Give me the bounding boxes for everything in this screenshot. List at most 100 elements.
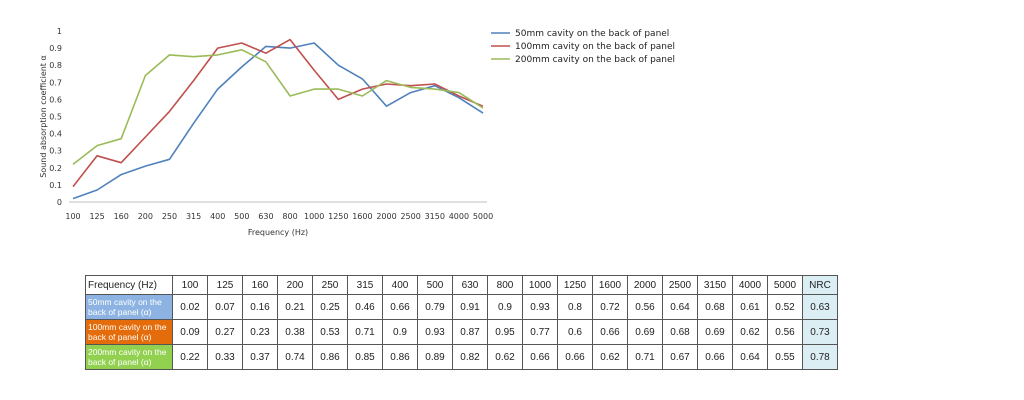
header-frequency: 2500 [662, 275, 698, 295]
row-label: 50mm cavity on the back of panel (α) [85, 294, 173, 320]
nrc-cell: 0.63 [802, 294, 838, 320]
header-frequency: 2000 [627, 275, 663, 295]
row-label: 200mm cavity on the back of panel (α) [85, 344, 173, 370]
table-cell: 0.16 [242, 294, 278, 320]
table-cell: 0.69 [627, 319, 663, 345]
x-tick-label: 250 [162, 212, 177, 221]
table-cell: 0.64 [662, 294, 698, 320]
table-cell: 0.89 [417, 344, 453, 370]
series-lines [72, 38, 484, 200]
table-row: 50mm cavity on the back of panel (α) 0.02… [85, 294, 838, 320]
header-frequency: 4000 [732, 275, 768, 295]
y-tick-label: 0.5 [49, 113, 62, 122]
x-tick-label: 1000 [304, 212, 324, 221]
x-tick-label: 125 [89, 212, 104, 221]
table-cell: 0.22 [172, 344, 208, 370]
y-tick-label: 0 [57, 198, 62, 207]
table-cell: 0.07 [207, 294, 243, 320]
header-frequency: 3150 [697, 275, 733, 295]
table-cell: 0.53 [312, 319, 348, 345]
table-cell: 0.25 [312, 294, 348, 320]
y-tick-label: 0.3 [49, 147, 62, 156]
header-frequency: 5000 [767, 275, 803, 295]
y-tick-label: 0.6 [49, 95, 62, 104]
table-cell: 0.71 [627, 344, 663, 370]
x-tick-label: 2000 [376, 212, 396, 221]
table-cell: 0.86 [312, 344, 348, 370]
y-tick-label: 0.8 [49, 61, 62, 70]
table-cell: 0.95 [487, 319, 523, 345]
table-cell: 0.77 [522, 319, 558, 345]
nrc-cell: 0.78 [802, 344, 838, 370]
table-cell: 0.66 [557, 344, 593, 370]
header-frequency: 200 [277, 275, 313, 295]
x-tick-label: 800 [282, 212, 297, 221]
x-axis-title: Frequency (Hz) [248, 228, 308, 237]
table-cell: 0.38 [277, 319, 313, 345]
x-axis-ticks: 100 125 160 200 250 315 400 500 630 800 1000 1250 16… [65, 212, 493, 221]
legend-label: 200mm cavity on the back of panel [515, 55, 675, 65]
table-cell: 0.72 [592, 294, 628, 320]
table-cell: 0.86 [382, 344, 418, 370]
y-tick-label: 1 [57, 27, 62, 36]
y-tick-label: 0.1 [49, 181, 62, 190]
header-frequency: 125 [207, 275, 243, 295]
table-cell: 0.91 [452, 294, 488, 320]
header-frequency: 800 [487, 275, 523, 295]
table-cell: 0.6 [557, 319, 593, 345]
x-tick-label: 100 [65, 212, 80, 221]
x-tick-label: 315 [186, 212, 201, 221]
table-body: 50mm cavity on the back of panel (α) 0.02… [85, 294, 838, 370]
table-cell: 0.71 [347, 319, 383, 345]
table-cell: 0.02 [172, 294, 208, 320]
y-tick-label: 0.7 [49, 78, 62, 87]
y-tick-label: 0.2 [49, 164, 62, 173]
table-cell: 0.69 [697, 319, 733, 345]
y-tick-label: 0.9 [49, 44, 62, 53]
header-frequency: 400 [382, 275, 418, 295]
table-cell: 0.9 [382, 319, 418, 345]
absorption-data-table: Frequency (Hz) 100 125 160 200 250 315 400 500 63… [85, 275, 838, 370]
table-cell: 0.82 [452, 344, 488, 370]
table-cell: 0.56 [767, 319, 803, 345]
header-frequency: 1250 [557, 275, 593, 295]
table-cell: 0.74 [277, 344, 313, 370]
table-cell: 0.66 [697, 344, 733, 370]
x-tick-label: 1250 [328, 212, 348, 221]
table-cell: 0.66 [592, 319, 628, 345]
x-tick-label: 2500 [400, 212, 420, 221]
table-cell: 0.62 [487, 344, 523, 370]
table-header-row: Frequency (Hz) 100 125 160 200 250 315 400 500 63… [85, 275, 838, 295]
header-frequency: 315 [347, 275, 383, 295]
table-cell: 0.93 [417, 319, 453, 345]
x-tick-label: 400 [210, 212, 225, 221]
table-cell: 0.21 [277, 294, 313, 320]
table-cell: 0.93 [522, 294, 558, 320]
table-cell: 0.64 [732, 344, 768, 370]
table-cell: 0.09 [172, 319, 208, 345]
x-tick-label: 630 [258, 212, 273, 221]
table-cell: 0.68 [697, 294, 733, 320]
header-frequency: 500 [417, 275, 453, 295]
x-tick-label: 500 [234, 212, 249, 221]
x-tick-label: 5000 [473, 212, 493, 221]
table-cell: 0.37 [242, 344, 278, 370]
table-cell: 0.87 [452, 319, 488, 345]
series-line [72, 42, 484, 200]
table-cell: 0.79 [417, 294, 453, 320]
table-cell: 0.61 [732, 294, 768, 320]
y-axis-title: Sound absorption coefficient α [39, 55, 48, 178]
table-cell: 0.46 [347, 294, 383, 320]
x-tick-label: 3150 [425, 212, 445, 221]
table-cell: 0.85 [347, 344, 383, 370]
series-line [72, 48, 484, 166]
header-row-label: Frequency (Hz) [85, 275, 173, 295]
table-cell: 0.67 [662, 344, 698, 370]
absorption-line-chart: 0 0.1 0.2 0.3 0.4 0.5 0.6 0.7 0.8 0.9 1 100 125 160 2… [39, 27, 675, 237]
series-line [72, 38, 484, 188]
header-nrc: NRC [802, 275, 838, 295]
x-tick-label: 160 [114, 212, 129, 221]
header-frequency: 100 [172, 275, 208, 295]
header-frequency: 630 [452, 275, 488, 295]
legend-label: 50mm cavity on the back of panel [515, 29, 669, 39]
